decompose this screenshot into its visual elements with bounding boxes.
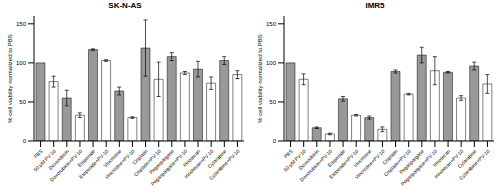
svg-text:Irinotecan+PV-10: Irinotecan+PV-10 <box>182 148 215 180</box>
svg-text:Pegaspargase+PV-10: Pegaspargase+PV-10 <box>149 148 188 187</box>
svg-text:Cytarabine+PV-10: Cytarabine+PV-10 <box>208 148 241 181</box>
svg-text:Cisplatin: Cisplatin <box>381 148 399 166</box>
svg-text:% cell viability normalized to: % cell viability normalized to PBS <box>257 34 263 123</box>
svg-text:Cisplatin+PV-10: Cisplatin+PV-10 <box>132 148 162 178</box>
svg-text:100: 100 <box>266 60 277 66</box>
svg-text:Doxorubicin+PV-10: Doxorubicin+PV-10 <box>48 148 84 183</box>
svg-text:Etoposide: Etoposide <box>76 148 97 168</box>
svg-text:50: 50 <box>19 99 26 105</box>
svg-text:50: 50 <box>269 99 276 105</box>
svg-text:Vincristine+PV-10: Vincristine+PV-10 <box>353 148 385 180</box>
svg-text:Cisplatin: Cisplatin <box>131 148 149 166</box>
svg-text:50 µM PV-10: 50 µM PV-10 <box>282 148 307 173</box>
svg-text:0: 0 <box>273 138 277 144</box>
svg-text:Etoposide+PV-10: Etoposide+PV-10 <box>77 148 110 180</box>
svg-text:Pegaspargase+PV-10: Pegaspargase+PV-10 <box>399 148 438 187</box>
svg-text:Etoposide+PV-10: Etoposide+PV-10 <box>327 148 360 180</box>
svg-text:Cytarabine+PV-10: Cytarabine+PV-10 <box>458 148 491 181</box>
svg-text:0: 0 <box>23 138 27 144</box>
svg-text:50 µM PV-10: 50 µM PV-10 <box>32 148 57 173</box>
svg-text:Doxorubicin: Doxorubicin <box>47 148 70 171</box>
svg-text:100: 100 <box>16 60 27 66</box>
svg-text:Etoposide: Etoposide <box>326 148 347 168</box>
html-text:SK-N-AS: SK-N-AS <box>108 1 142 10</box>
svg-text:Irinotecan+PV-10: Irinotecan+PV-10 <box>432 148 465 180</box>
svg-text:Doxorubicin+PV-10: Doxorubicin+PV-10 <box>298 148 334 183</box>
svg-text:Cisplatin+PV-10: Cisplatin+PV-10 <box>382 148 412 178</box>
svg-text:150: 150 <box>16 21 27 27</box>
svg-text:Doxorubicin: Doxorubicin <box>297 148 320 171</box>
html-text:IMR5: IMR5 <box>365 1 385 10</box>
svg-text:PBS: PBS <box>32 148 44 160</box>
svg-text:150: 150 <box>266 21 277 27</box>
svg-text:PBS: PBS <box>282 148 294 160</box>
svg-text:% cell viability normalized to: % cell viability normalized to PBS <box>7 34 13 123</box>
svg-text:Vincristine+PV-10: Vincristine+PV-10 <box>103 148 135 180</box>
svg-text:Irinotecan: Irinotecan <box>431 148 452 168</box>
svg-text:Irinotecan: Irinotecan <box>181 148 202 168</box>
